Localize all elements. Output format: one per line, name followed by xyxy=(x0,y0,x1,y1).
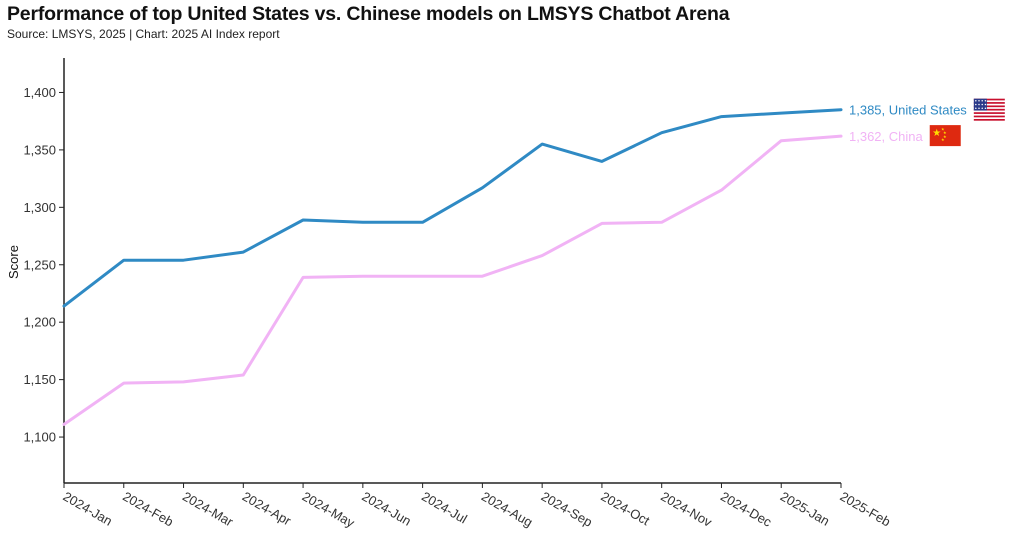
x-tick-label: 2024-Jan xyxy=(61,489,115,529)
svg-text:★: ★ xyxy=(943,134,947,139)
series-line-china xyxy=(62,134,843,426)
svg-text:★: ★ xyxy=(941,127,945,132)
svg-text:★: ★ xyxy=(932,128,941,139)
y-tick-label: 1,100 xyxy=(23,430,56,445)
x-tick-label: 2024-Jun xyxy=(359,489,413,529)
x-ticks: 2024-Jan 2024-Feb 2024-Mar 2024-Apr 2024-May… xyxy=(61,483,894,531)
chart-subtitle: Source: LMSYS, 2025 | Chart: 2025 AI Ind… xyxy=(7,27,280,41)
chart-title: Performance of top United States vs. Chi… xyxy=(7,3,730,25)
y-tick-label: 1,300 xyxy=(23,200,56,215)
y-tick-label: 1,250 xyxy=(23,257,56,272)
svg-text:★: ★ xyxy=(943,130,947,135)
y-axis-label: Score xyxy=(6,245,21,279)
svg-text:★: ★ xyxy=(941,137,945,142)
x-tick-label: 2024-Nov xyxy=(658,489,715,530)
y-ticks: 1,100 1,150 1,200 1,250 1,300 1,350 1,400 xyxy=(23,85,64,445)
x-tick-label: 2024-Feb xyxy=(120,489,176,530)
x-tick-label: 2024-Jul xyxy=(419,489,470,527)
x-tick-label: 2024-Oct xyxy=(598,489,652,529)
y-tick-label: 1,150 xyxy=(23,372,56,387)
x-tick-label: 2024-May xyxy=(300,489,358,531)
china-flag-icon: ★ ★★★★ xyxy=(929,125,961,147)
x-tick-label: 2024-Apr xyxy=(240,489,294,529)
x-tick-label: 2024-Sep xyxy=(539,489,595,530)
y-tick-label: 1,400 xyxy=(23,85,56,100)
end-labels: 1,385, United States 1,362, China ★ ★★★★ xyxy=(849,98,1005,147)
x-tick-label: 2025-Feb xyxy=(838,489,894,530)
x-tick-label: 2025-Jan xyxy=(778,489,832,529)
end-label: 1,362, China xyxy=(849,129,923,144)
us-flag-icon xyxy=(973,98,1005,121)
end-label: 1,385, United States xyxy=(849,103,967,118)
x-tick-label: 2024-Mar xyxy=(180,489,236,530)
y-tick-label: 1,200 xyxy=(23,315,56,330)
x-tick-label: 2024-Dec xyxy=(718,489,775,530)
series-lines xyxy=(62,108,843,426)
x-tick-label: 2024-Aug xyxy=(479,489,535,530)
y-tick-label: 1,350 xyxy=(23,142,56,157)
series-line-united-states xyxy=(62,108,843,308)
